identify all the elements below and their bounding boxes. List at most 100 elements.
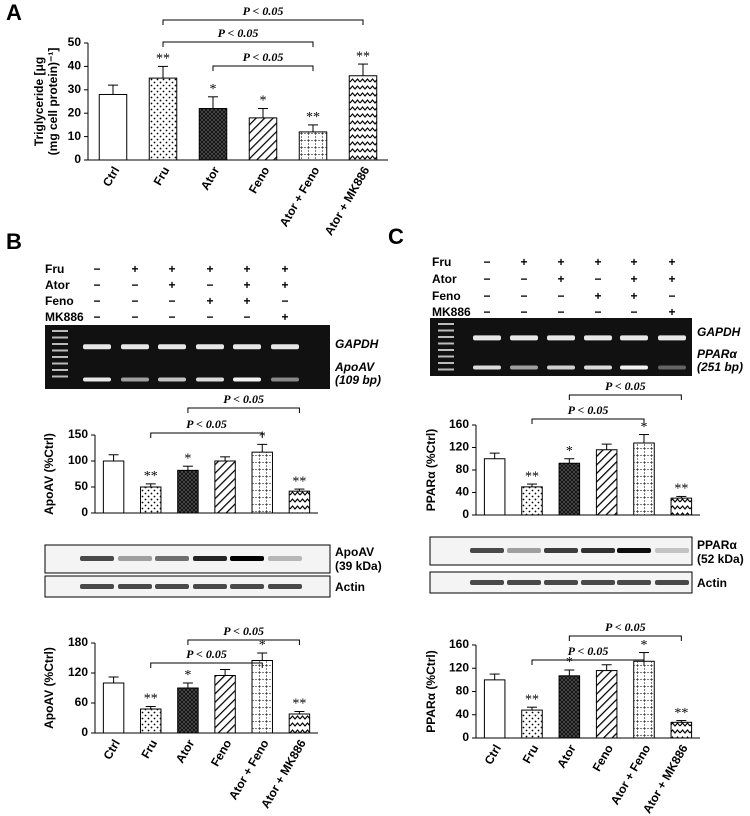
significance: ** (292, 474, 306, 489)
significance: ** (674, 482, 688, 497)
ladder-band (438, 349, 454, 351)
blot-band (268, 556, 302, 561)
bar (251, 660, 273, 734)
y-axis-label: PPARα (%Ctrl) (424, 429, 438, 512)
gel-band (658, 365, 686, 370)
treatment-sign: − (131, 278, 138, 292)
y-axis-label: Triglyceride [μg (32, 57, 46, 146)
blot-band (118, 556, 152, 561)
y-tick-label: 80 (456, 684, 470, 698)
treatment-sign: − (483, 305, 490, 319)
significance: * (260, 94, 267, 109)
bar (298, 131, 328, 161)
treatment-label: Ator (45, 278, 70, 292)
treatment-sign: + (594, 255, 601, 269)
bar (558, 462, 581, 516)
ladder-band (52, 375, 68, 378)
blot-band (230, 556, 264, 561)
treatment-sign: + (281, 278, 288, 292)
blot-band (230, 584, 264, 589)
x-tick-label: Ator + MK886 (322, 164, 373, 238)
x-tick-label: Feno (208, 737, 234, 769)
treatment-sign: − (281, 294, 288, 308)
gel-band (584, 335, 612, 341)
y-tick-label: 50 (68, 35, 82, 49)
significance: ** (144, 469, 158, 484)
bar (633, 442, 655, 516)
bracket (531, 418, 645, 424)
blot-band (507, 580, 541, 585)
bar (348, 75, 378, 161)
bracket (531, 659, 645, 665)
significance: ** (525, 692, 539, 707)
gel-band (271, 377, 299, 382)
x-tick-label: Ator + Feno (277, 164, 323, 229)
bar (214, 460, 236, 514)
y-tick-label: 120 (68, 665, 88, 679)
gel-label: ApoAV (334, 360, 375, 374)
p-value: P < 0.05 (223, 392, 264, 406)
treatment-sign: + (557, 255, 564, 269)
gel-band (83, 344, 111, 350)
gel-band (584, 365, 612, 370)
significance: * (259, 638, 266, 653)
y-tick-label: 180 (68, 635, 88, 649)
significance: ** (674, 706, 688, 721)
treatment-sign: + (630, 255, 637, 269)
significance: * (641, 420, 648, 435)
gel-band (196, 377, 224, 382)
blot-band (655, 548, 689, 553)
treatment-sign: − (168, 310, 175, 324)
y-tick-label: 40 (68, 59, 82, 73)
blot-band (118, 584, 152, 589)
x-tick-label: Feno (246, 164, 272, 196)
bar (670, 497, 693, 516)
treatment-sign: + (668, 272, 675, 286)
treatment-sign: + (206, 262, 213, 276)
y-axis-label: ApoAV (%Ctrl) (42, 647, 56, 729)
treatment-label: Feno (432, 289, 461, 303)
treatment-sign: + (668, 255, 675, 269)
p-value: P < 0.05 (568, 403, 609, 417)
bar (148, 77, 178, 161)
treatment-sign: + (243, 294, 250, 308)
treatment-sign: − (630, 305, 637, 319)
bar (248, 117, 278, 161)
treatment-sign: − (206, 310, 213, 324)
treatment-sign: − (93, 294, 100, 308)
treatment-label: MK886 (45, 310, 84, 324)
ladder-band (438, 362, 454, 364)
significance: * (210, 82, 217, 97)
bar (198, 108, 228, 161)
blot-band (617, 580, 651, 585)
bracket (212, 65, 314, 71)
treatment-sign: − (131, 294, 138, 308)
blot-label: PPARα (697, 538, 737, 552)
significance: ** (144, 692, 158, 707)
bar (177, 469, 199, 514)
treatment-sign: − (206, 278, 213, 292)
p-value: P < 0.05 (605, 379, 646, 393)
treatment-sign: − (594, 305, 601, 319)
y-tick-label: 0 (462, 507, 469, 521)
y-tick-label: 120 (449, 660, 469, 674)
significance: * (184, 451, 191, 466)
bracket (187, 407, 300, 413)
significance: ** (525, 469, 539, 484)
blot-band (581, 580, 615, 585)
y-tick-label: 0 (74, 152, 81, 166)
bar (633, 660, 655, 739)
x-tick-label: Feno (590, 742, 616, 774)
x-tick-label: Fru (151, 164, 173, 188)
bar (521, 709, 543, 739)
treatment-sign: + (206, 294, 213, 308)
y-tick-label: 160 (449, 637, 469, 651)
blot-label: (52 kDa) (697, 552, 744, 566)
y-tick-label: 160 (449, 417, 469, 431)
x-tick-label: Ctrl (100, 737, 122, 762)
blot-band (80, 556, 114, 561)
gel-band (510, 365, 538, 370)
gel-band (271, 344, 299, 350)
p-value: P < 0.05 (605, 620, 646, 634)
